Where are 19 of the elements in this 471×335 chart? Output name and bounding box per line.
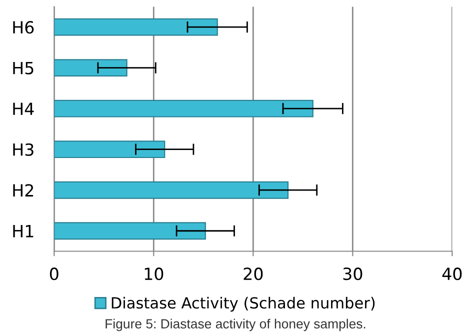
bar [54, 18, 218, 36]
caption: Figure 5: Diastase activity of honey samples. [106, 318, 366, 332]
x-tick-label: 0 [50, 268, 58, 280]
legend-label: Diastase Activity (Schade number) [112, 296, 375, 312]
y-tick-label: H5 [13, 62, 34, 74]
y-tick-label: H4 [13, 102, 34, 115]
y-tick-label: H1 [13, 225, 34, 238]
y-tick-label: H3 [13, 143, 34, 156]
x-tick-label: 30 [343, 268, 362, 280]
x-tick-label: 20 [244, 268, 263, 280]
bar [54, 140, 166, 158]
bar [54, 222, 206, 240]
bar [54, 100, 314, 118]
x-tick-label: 10 [144, 268, 164, 280]
x-tick-label: 40 [442, 268, 462, 280]
y-tick-label: H2 [13, 184, 34, 196]
bar [54, 59, 128, 77]
y-tick-label: H6 [13, 21, 34, 34]
bar [54, 181, 289, 199]
